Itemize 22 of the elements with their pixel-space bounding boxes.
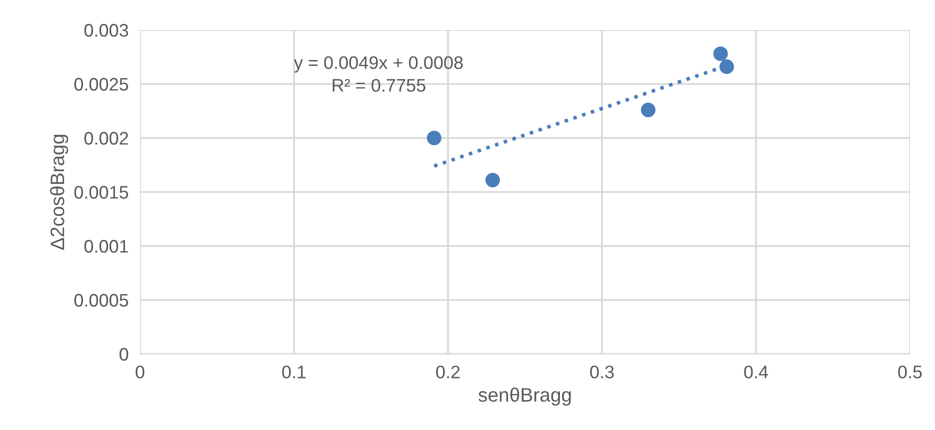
y-tick-label: 0.0025 bbox=[74, 78, 128, 91]
annotation: R² = 0.7755 bbox=[332, 78, 426, 92]
point bbox=[485, 172, 500, 188]
y-tick-label: 0.002 bbox=[84, 132, 128, 145]
annotation: y = 0.0049x + 0.0008 bbox=[294, 56, 463, 73]
x-tick-label: 0.5 bbox=[898, 366, 922, 378]
x-tick-label: 0.2 bbox=[436, 366, 460, 378]
y-tick-label: 0.0005 bbox=[74, 294, 128, 307]
y-axis-title: Δ2cosθBragg bbox=[50, 134, 68, 250]
x-tick-label: 0.3 bbox=[590, 366, 614, 378]
x-tick-label: 0.4 bbox=[744, 366, 768, 378]
y-tick-label: 0.001 bbox=[84, 240, 128, 253]
y-tick-label: 0.003 bbox=[84, 24, 128, 37]
y-tick-label: 0.0015 bbox=[74, 186, 128, 199]
point bbox=[426, 130, 442, 146]
y-tick-label: 0 bbox=[120, 348, 128, 361]
point bbox=[640, 102, 656, 118]
x-tick-label: 0 bbox=[136, 366, 144, 378]
x-tick-label: 0.1 bbox=[282, 366, 306, 378]
point bbox=[713, 46, 728, 62]
point bbox=[719, 59, 734, 74]
x-axis-title: senθBragg bbox=[478, 388, 571, 406]
